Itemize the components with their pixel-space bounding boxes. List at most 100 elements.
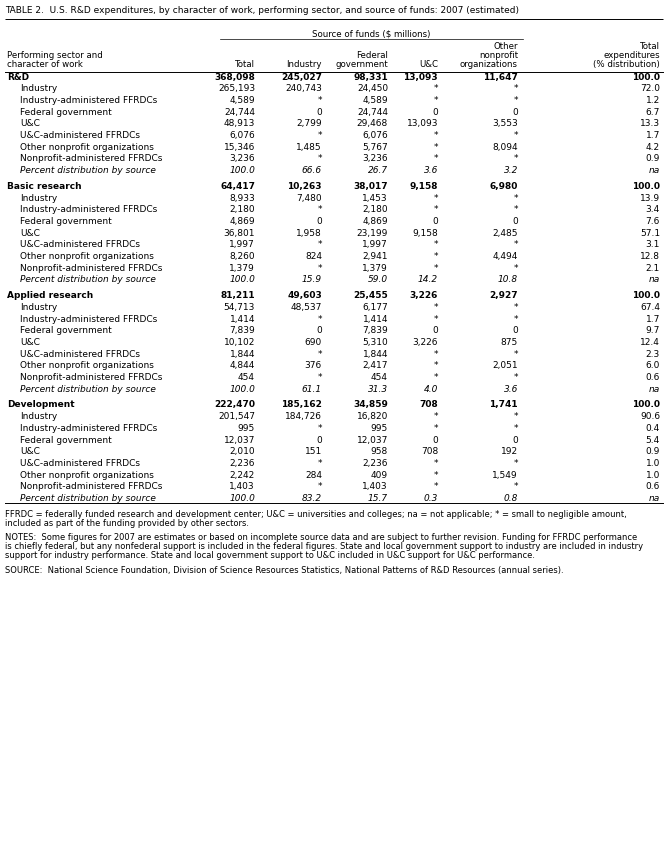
Text: 100.0: 100.0 [229,166,255,176]
Text: 6.0: 6.0 [646,361,660,371]
Text: 4,869: 4,869 [229,217,255,226]
Text: Performing sector and: Performing sector and [7,51,103,60]
Text: *: * [317,264,322,273]
Text: FFRDC = federally funded research and development center; U&C = universities and: FFRDC = federally funded research and de… [5,510,627,519]
Text: Federal government: Federal government [20,436,112,445]
Text: 100.0: 100.0 [632,291,660,300]
Text: *: * [514,84,518,94]
Text: 5,767: 5,767 [362,143,388,152]
Text: Other nonprofit organizations: Other nonprofit organizations [20,252,154,261]
Text: Percent distribution by source: Percent distribution by source [20,275,156,284]
Text: 708: 708 [421,447,438,457]
Text: Federal government: Federal government [20,327,112,335]
Text: 4,869: 4,869 [362,217,388,226]
Text: 64,417: 64,417 [220,182,255,191]
Text: *: * [317,373,322,382]
Text: 185,162: 185,162 [281,401,322,409]
Text: *: * [434,471,438,479]
Text: 12,037: 12,037 [357,436,388,445]
Text: 995: 995 [238,424,255,433]
Text: *: * [434,252,438,261]
Text: *: * [514,241,518,249]
Text: Industry-administered FFRDCs: Industry-administered FFRDCs [20,315,157,323]
Text: 0.8: 0.8 [504,494,518,503]
Text: U&C: U&C [20,447,40,457]
Text: 240,743: 240,743 [285,84,322,94]
Text: *: * [317,424,322,433]
Text: 49,603: 49,603 [287,291,322,300]
Text: 100.0: 100.0 [632,401,660,409]
Text: Industry-administered FFRDCs: Industry-administered FFRDCs [20,96,157,105]
Text: TABLE 2.  U.S. R&D expenditures, by character of work, performing sector, and so: TABLE 2. U.S. R&D expenditures, by chara… [5,6,519,15]
Text: 454: 454 [371,373,388,382]
Text: 13,093: 13,093 [403,73,438,82]
Text: 4,494: 4,494 [492,252,518,261]
Text: *: * [514,424,518,433]
Text: R&D: R&D [7,73,29,82]
Text: 38,017: 38,017 [353,182,388,191]
Text: Other: Other [494,42,518,51]
Text: 265,193: 265,193 [218,84,255,94]
Text: U&C: U&C [20,229,40,238]
Text: 2,180: 2,180 [362,205,388,214]
Text: *: * [514,373,518,382]
Text: 376: 376 [305,361,322,371]
Text: Nonprofit-administered FFRDCs: Nonprofit-administered FFRDCs [20,154,162,164]
Text: 0: 0 [316,327,322,335]
Text: nonprofit: nonprofit [479,51,518,60]
Text: 192: 192 [501,447,518,457]
Text: 222,470: 222,470 [214,401,255,409]
Text: 6,076: 6,076 [362,131,388,140]
Text: 15.7: 15.7 [368,494,388,503]
Text: 90.6: 90.6 [640,412,660,421]
Text: 4.0: 4.0 [424,385,438,394]
Text: 9,158: 9,158 [409,182,438,191]
Text: 3.6: 3.6 [504,385,518,394]
Text: 1,997: 1,997 [229,241,255,249]
Text: *: * [317,205,322,214]
Text: 1,414: 1,414 [230,315,255,323]
Text: 1.2: 1.2 [646,96,660,105]
Text: Industry: Industry [20,412,57,421]
Text: 0.6: 0.6 [646,373,660,382]
Text: 48,913: 48,913 [224,119,255,128]
Text: Nonprofit-administered FFRDCs: Nonprofit-administered FFRDCs [20,264,162,273]
Text: 26.7: 26.7 [368,166,388,176]
Text: U&C: U&C [419,61,438,69]
Text: SOURCE:  National Science Foundation, Division of Science Resources Statistics, : SOURCE: National Science Foundation, Div… [5,565,564,575]
Text: *: * [434,154,438,164]
Text: 100.0: 100.0 [229,385,255,394]
Text: *: * [434,205,438,214]
Text: 1,549: 1,549 [492,471,518,479]
Text: 10,102: 10,102 [224,338,255,347]
Text: 4,589: 4,589 [362,96,388,105]
Text: 4.2: 4.2 [646,143,660,152]
Text: Nonprofit-administered FFRDCs: Nonprofit-administered FFRDCs [20,373,162,382]
Text: 0: 0 [512,217,518,226]
Text: support for industry performance. State and local government support to U&C incl: support for industry performance. State … [5,551,535,560]
Text: 690: 690 [305,338,322,347]
Text: 708: 708 [420,401,438,409]
Text: Percent distribution by source: Percent distribution by source [20,385,156,394]
Text: 10.8: 10.8 [498,275,518,284]
Text: 1,453: 1,453 [362,193,388,203]
Text: 1,844: 1,844 [363,349,388,359]
Text: 3.1: 3.1 [646,241,660,249]
Text: 23,199: 23,199 [357,229,388,238]
Text: 0: 0 [432,217,438,226]
Text: (% distribution): (% distribution) [593,61,660,69]
Text: 0: 0 [512,327,518,335]
Text: *: * [434,315,438,323]
Text: *: * [514,459,518,468]
Text: *: * [434,241,438,249]
Text: 875: 875 [501,338,518,347]
Text: *: * [514,205,518,214]
Text: 5,310: 5,310 [362,338,388,347]
Text: *: * [514,483,518,491]
Text: 15.9: 15.9 [302,275,322,284]
Text: *: * [434,412,438,421]
Text: 0.9: 0.9 [646,447,660,457]
Text: *: * [434,143,438,152]
Text: *: * [514,96,518,105]
Text: 100.0: 100.0 [229,494,255,503]
